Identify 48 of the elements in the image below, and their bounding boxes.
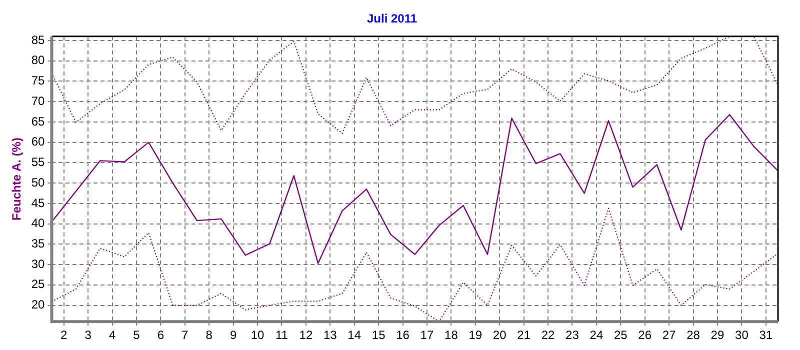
y-axis-title: Feuchte A. (%) xyxy=(10,138,24,220)
x-tick-label: 9 xyxy=(230,328,237,342)
y-tick-label: 25 xyxy=(31,277,46,292)
x-tick-label: 24 xyxy=(590,328,604,342)
x-tick-label: 11 xyxy=(275,328,288,342)
x-tick-label: 25 xyxy=(614,328,628,342)
x-tick-label: 21 xyxy=(517,328,531,342)
x-tick-label: 8 xyxy=(206,328,213,342)
x-tick-label: 28 xyxy=(686,328,700,342)
x-tick-label: 23 xyxy=(566,328,580,342)
line-series xyxy=(52,36,778,134)
y-tick-label: 20 xyxy=(31,298,46,312)
x-tick-label: 13 xyxy=(323,328,338,342)
x-tick-label: 4 xyxy=(108,328,116,342)
x-tick-label: 12 xyxy=(299,328,313,342)
y-tick-label: 60 xyxy=(31,134,46,149)
x-tick-label: 2 xyxy=(60,328,68,342)
y-tick-label: 80 xyxy=(31,53,46,68)
y-tick-label: 55 xyxy=(31,155,46,170)
x-tick-label: 16 xyxy=(396,328,410,342)
x-tick-label: 3 xyxy=(84,328,92,342)
y-tick-label: 85 xyxy=(31,32,46,47)
chart-title: Juli 2011 xyxy=(366,12,418,26)
y-tick-label: 30 xyxy=(31,256,46,271)
y-tick-label: 70 xyxy=(31,94,46,108)
x-tick-label: 7 xyxy=(182,328,189,342)
x-tick-label: 17 xyxy=(420,328,434,342)
x-tick-label: 31 xyxy=(759,328,773,342)
y-tick-label: 65 xyxy=(31,114,46,128)
x-tick-label: 14 xyxy=(348,328,362,342)
x-tick-label: 20 xyxy=(492,328,507,342)
x-tick-label: 6 xyxy=(157,328,164,342)
x-tick-label: 22 xyxy=(541,328,556,342)
x-tick-label: 29 xyxy=(710,328,724,342)
x-tick-label: 27 xyxy=(662,328,676,342)
x-tick-label: 5 xyxy=(133,328,140,342)
x-tick-label: 15 xyxy=(372,328,386,342)
x-tick-label: 19 xyxy=(468,328,482,342)
y-tick-label: 75 xyxy=(31,74,46,88)
x-tick-label: 10 xyxy=(250,328,265,342)
y-tick-label: 40 xyxy=(31,216,46,230)
y-tick-label: 45 xyxy=(31,196,46,210)
x-tick-label: 30 xyxy=(735,328,749,342)
line-series xyxy=(52,208,778,322)
x-tick-label: 26 xyxy=(638,328,652,342)
x-tick-label: 18 xyxy=(444,328,458,342)
y-tick-label: 35 xyxy=(31,236,46,250)
y-tick-label: 50 xyxy=(31,175,46,190)
